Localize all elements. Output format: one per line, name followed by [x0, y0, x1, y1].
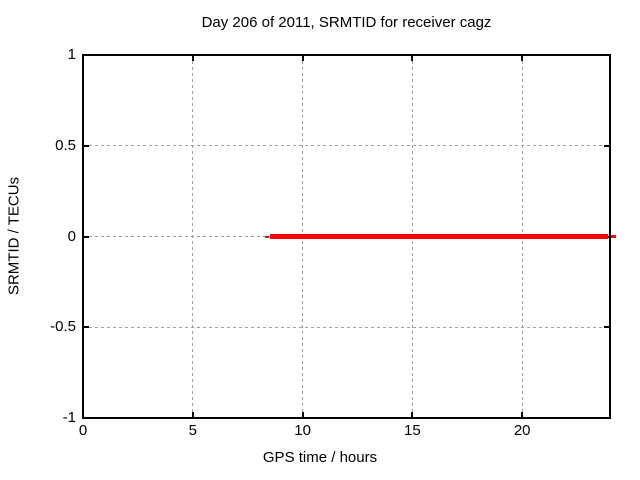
- x-axis-label: GPS time / hours: [262, 449, 378, 466]
- x-tick-top: [411, 55, 414, 61]
- y-tick-label: -1: [62, 409, 76, 426]
- y-tick-left: [83, 54, 89, 56]
- x-tick-label: 5: [188, 422, 197, 439]
- chart-title: Day 206 of 2011, SRMTID for receiver cag…: [201, 14, 492, 31]
- y-tick-right: [604, 326, 610, 329]
- x-tick-label: 15: [404, 422, 421, 439]
- y-tick-left: [83, 144, 89, 147]
- x-tick-bottom: [301, 412, 304, 418]
- x-tick-bottom: [411, 412, 414, 418]
- plot-area: [82, 54, 616, 419]
- x-tick-label: 0: [78, 422, 88, 439]
- x-tick-bottom: [191, 412, 194, 418]
- x-tick-label: 10: [294, 422, 311, 439]
- y-tick-label: 0: [67, 227, 76, 245]
- x-tick-bottom: [82, 412, 84, 418]
- grid-line-vertical: [192, 55, 194, 418]
- x-tick-top: [191, 55, 194, 61]
- series-line-start-dash: [264, 235, 269, 238]
- y-tick-right: [604, 54, 610, 56]
- x-tick-top: [82, 55, 84, 61]
- y-tick-label: 1: [67, 46, 76, 63]
- x-tick-bottom: [521, 412, 524, 418]
- y-tick-label: 0.5: [55, 136, 76, 154]
- x-tick-top: [301, 55, 304, 61]
- x-tick-top: [521, 55, 524, 61]
- y-tick-right: [604, 417, 610, 419]
- y-tick-left: [83, 417, 89, 419]
- y-tick-left: [83, 326, 89, 329]
- grid-line-horizontal: [83, 326, 610, 328]
- y-tick-right: [604, 144, 610, 147]
- grid-line-horizontal: [83, 145, 610, 147]
- x-tick-label: 20: [513, 422, 531, 439]
- y-tick-left: [83, 235, 89, 238]
- series-line-overflow-nub: [611, 235, 616, 238]
- y-tick-label: -0.5: [50, 318, 76, 336]
- series-line: [270, 234, 608, 239]
